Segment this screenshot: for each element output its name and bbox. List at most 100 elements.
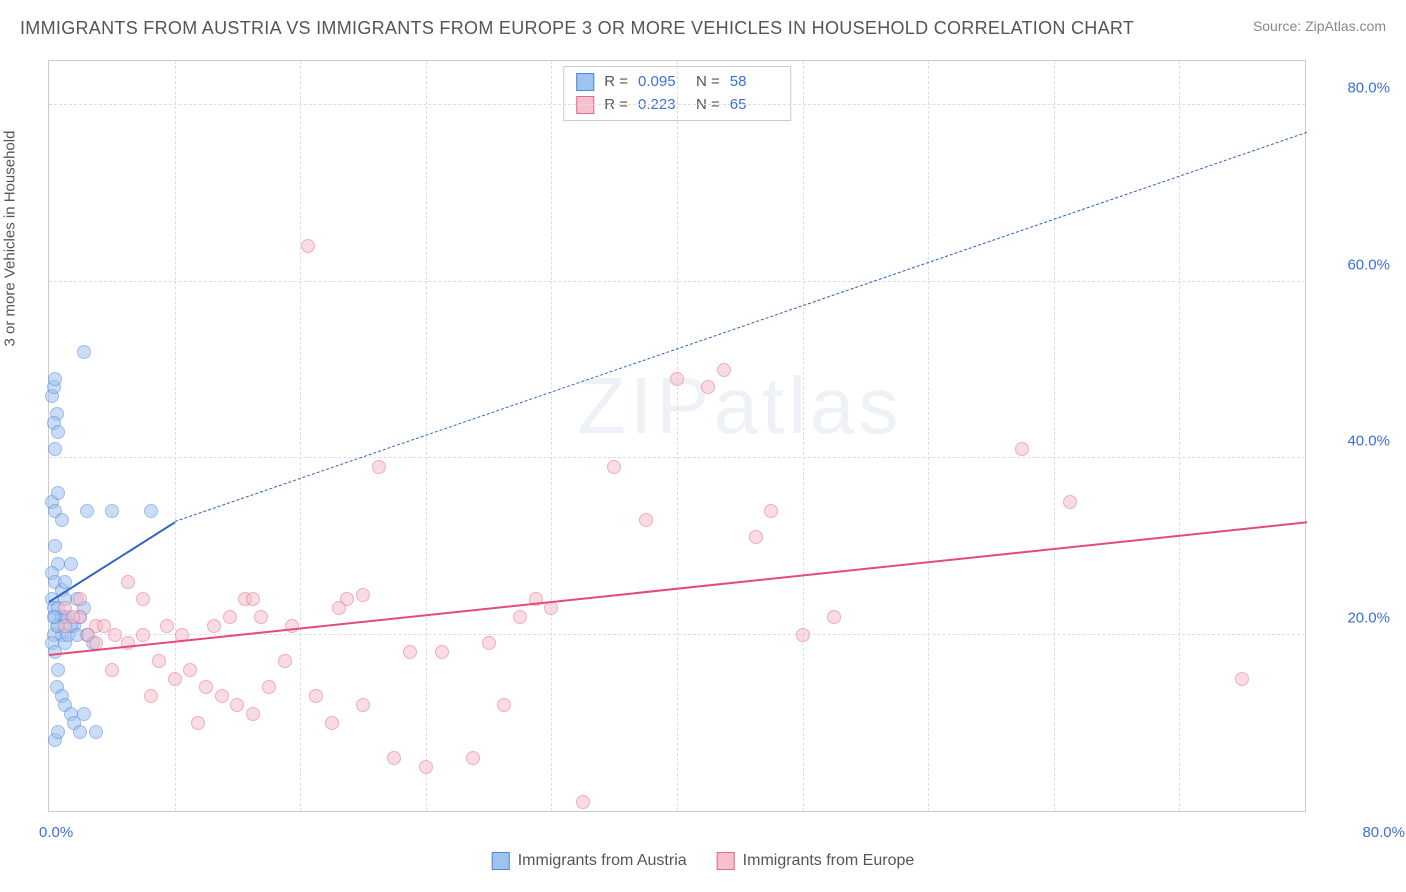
stat-r-label: R = [604,71,628,94]
trend-line [175,132,1308,522]
data-point-europe [215,689,229,703]
data-point-austria [73,725,87,739]
gridline-v [1179,61,1180,811]
data-point-austria [77,707,91,721]
data-point-europe [482,636,496,650]
data-point-austria [77,345,91,359]
data-point-europe [136,628,150,642]
data-point-europe [356,698,370,712]
data-point-europe [403,645,417,659]
data-point-austria [80,504,94,518]
data-point-austria [105,504,119,518]
source-attribution: Source: ZipAtlas.com [1253,18,1386,34]
data-point-europe [191,716,205,730]
data-point-europe [97,619,111,633]
data-point-europe [749,530,763,544]
data-point-europe [1063,495,1077,509]
data-point-europe [152,654,166,668]
x-tick-max: 80.0% [1315,824,1405,841]
data-point-europe [136,592,150,606]
data-point-europe [1235,672,1249,686]
data-point-europe [325,716,339,730]
stat-r-value: 0.095 [638,71,686,94]
swatch-austria [576,73,594,91]
data-point-europe [160,619,174,633]
data-point-europe [278,654,292,668]
legend-label: Immigrants from Austria [518,852,687,870]
swatch-europe [717,852,735,870]
data-point-austria [48,539,62,553]
legend-item-austria: Immigrants from Austria [492,852,687,870]
data-point-europe [701,380,715,394]
y-tick-label: 60.0% [1315,256,1390,273]
data-point-europe [73,592,87,606]
data-point-austria [55,513,69,527]
swatch-austria [492,852,510,870]
gridline-v [426,61,427,811]
data-point-europe [121,575,135,589]
data-point-europe [607,460,621,474]
data-point-europe [513,610,527,624]
stat-n-label: N = [696,71,720,94]
data-point-austria [144,504,158,518]
chart-container: IMMIGRANTS FROM AUSTRIA VS IMMIGRANTS FR… [0,0,1406,892]
gridline-v [551,61,552,811]
data-point-europe [497,698,511,712]
y-axis-label: 3 or more Vehicles in Household [2,131,19,347]
data-point-europe [670,372,684,386]
y-tick-label: 40.0% [1315,433,1390,450]
data-point-europe [332,601,346,615]
data-point-europe [576,795,590,809]
gridline-v [803,61,804,811]
data-point-europe [717,363,731,377]
chart-title: IMMIGRANTS FROM AUSTRIA VS IMMIGRANTS FR… [20,18,1134,39]
gridline-v [300,61,301,811]
data-point-europe [207,619,221,633]
data-point-austria [48,442,62,456]
data-point-europe [639,513,653,527]
data-point-austria [51,486,65,500]
gridline-v [677,61,678,811]
legend-label: Immigrants from Europe [743,852,915,870]
data-point-austria [51,663,65,677]
data-point-europe [466,751,480,765]
data-point-europe [419,760,433,774]
data-point-europe [387,751,401,765]
data-point-austria [64,557,78,571]
legend-bottom: Immigrants from Austria Immigrants from E… [492,852,915,870]
source-label: Source: [1253,18,1305,34]
data-point-europe [199,680,213,694]
data-point-europe [254,610,268,624]
data-point-europe [372,460,386,474]
data-point-europe [230,698,244,712]
gridline-v [928,61,929,811]
data-point-europe [58,619,72,633]
data-point-europe [105,663,119,677]
data-point-europe [108,628,122,642]
data-point-europe [246,592,260,606]
data-point-europe [309,689,323,703]
data-point-europe [223,610,237,624]
data-point-europe [301,239,315,253]
data-point-europe [144,689,158,703]
data-point-europe [435,645,449,659]
x-tick-min: 0.0% [39,824,73,841]
data-point-europe [168,672,182,686]
data-point-austria [51,725,65,739]
source-value: ZipAtlas.com [1305,18,1386,34]
data-point-austria [51,425,65,439]
plot-area: ZIPatlas R =0.095N =58R =0.223N =65 0.0%… [48,60,1306,812]
gridline-v [175,61,176,811]
data-point-austria [48,372,62,386]
stat-n-value: 58 [730,71,778,94]
gridline-v [1054,61,1055,811]
data-point-europe [796,628,810,642]
watermark: ZIPatlas [577,360,902,452]
y-tick-label: 20.0% [1315,609,1390,626]
legend-item-europe: Immigrants from Europe [717,852,915,870]
data-point-austria [89,725,103,739]
data-point-europe [183,663,197,677]
data-point-europe [246,707,260,721]
data-point-europe [1015,442,1029,456]
y-tick-label: 80.0% [1315,80,1390,97]
